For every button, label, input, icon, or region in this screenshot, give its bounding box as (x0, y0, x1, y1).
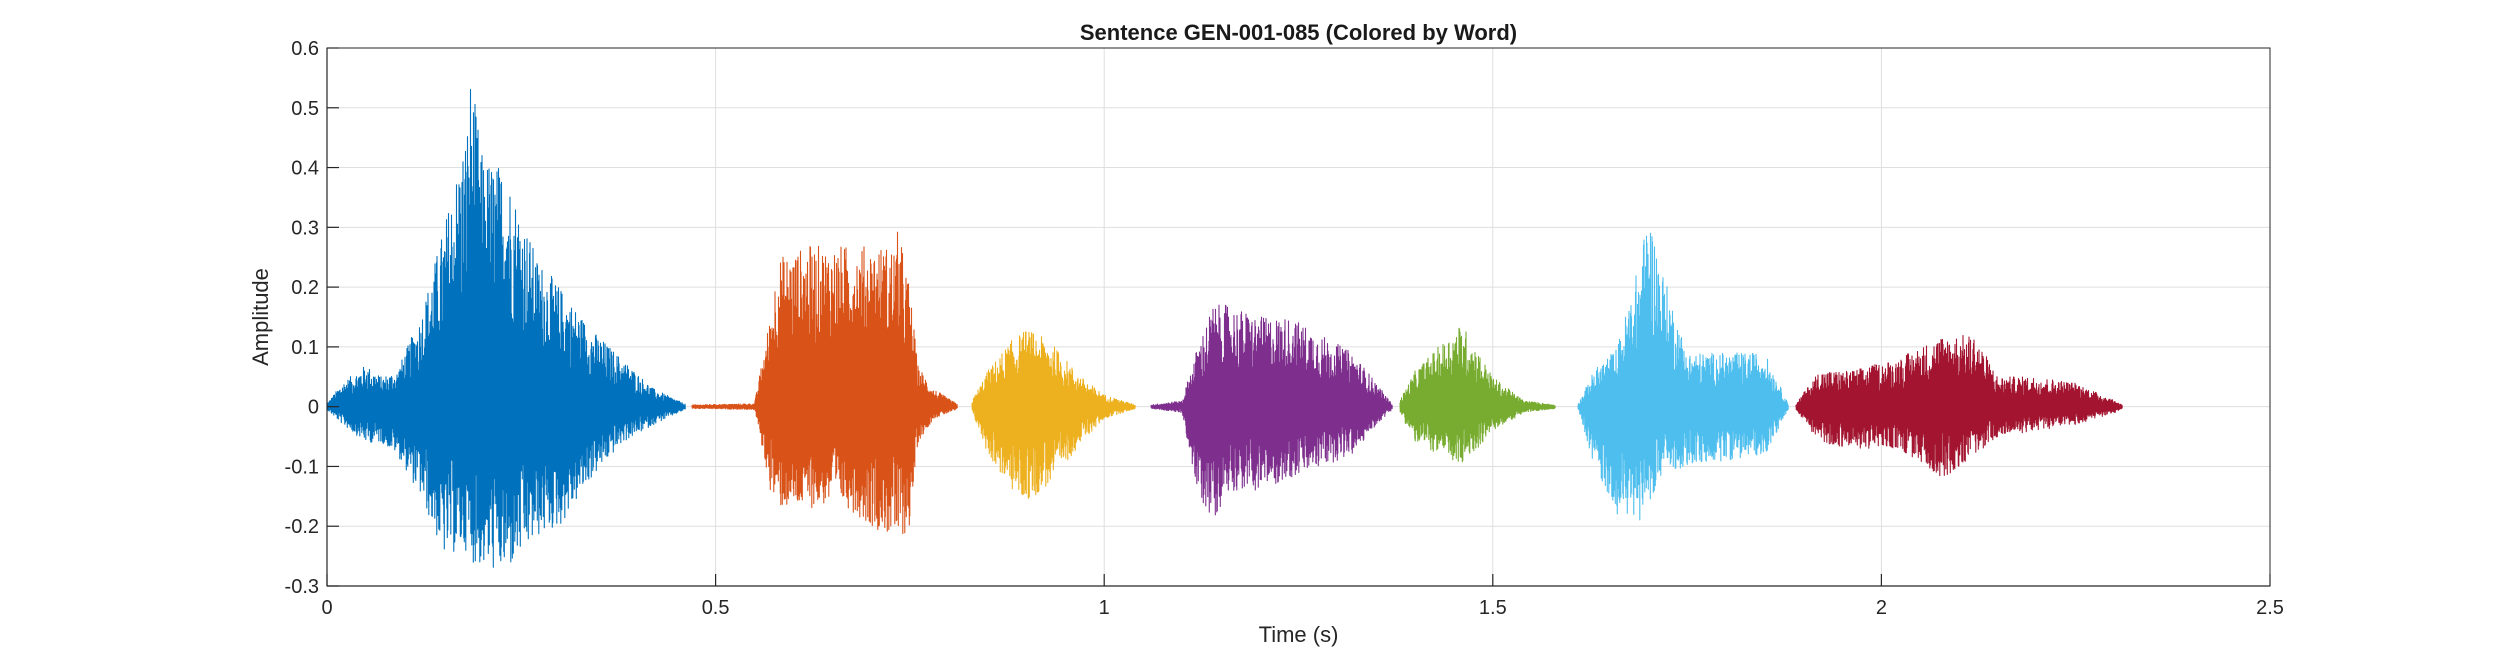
axes: 0 0.5 1 1.5 2 2.5 -0.3 -0.2 -0.1 0 0.1 0.2 0.3 0.4 0.5… (285, 38, 2284, 619)
series-2-waveform (691, 231, 958, 535)
x-axis-label: Time (s) (1259, 622, 1339, 647)
y-tick-label-5: 0.2 (291, 277, 319, 299)
series-3-waveform (971, 331, 1136, 499)
y-tick-label-1: -0.2 (285, 516, 319, 538)
x-tick-label-1: 0.5 (702, 597, 730, 619)
series-4-waveform (1150, 304, 1393, 516)
series-5-waveform (1399, 327, 1556, 463)
x-tick-label-3: 1.5 (1479, 597, 1507, 619)
y-tick-label-6: 0.3 (291, 217, 319, 239)
series-group (326, 88, 2123, 568)
x-tick-label-5: 2.5 (2256, 597, 2284, 619)
y-axis-label: Amplitude (248, 268, 273, 366)
x-tick-label-0: 0 (321, 597, 332, 619)
series-6-waveform (1577, 232, 1789, 521)
y-tick-label-8: 0.5 (291, 98, 319, 120)
x-tick-label-4: 2 (1876, 597, 1887, 619)
series-1-waveform (326, 88, 686, 568)
grid (326, 47, 2271, 587)
y-tick-label-9: 0.6 (291, 38, 319, 60)
y-tick-label-7: 0.4 (291, 158, 319, 180)
y-tick-label-0: -0.3 (285, 576, 319, 598)
chart-title: Sentence GEN-001-085 (Colored by Word) (1080, 20, 1517, 45)
x-tick-label-2: 1 (1099, 597, 1110, 619)
y-tick-label-4: 0.1 (291, 337, 319, 359)
series-7-waveform (1795, 335, 2123, 477)
plot-box (326, 47, 2271, 587)
y-tick-label-2: -0.1 (285, 456, 319, 478)
y-tick-label-3: 0 (308, 397, 319, 419)
